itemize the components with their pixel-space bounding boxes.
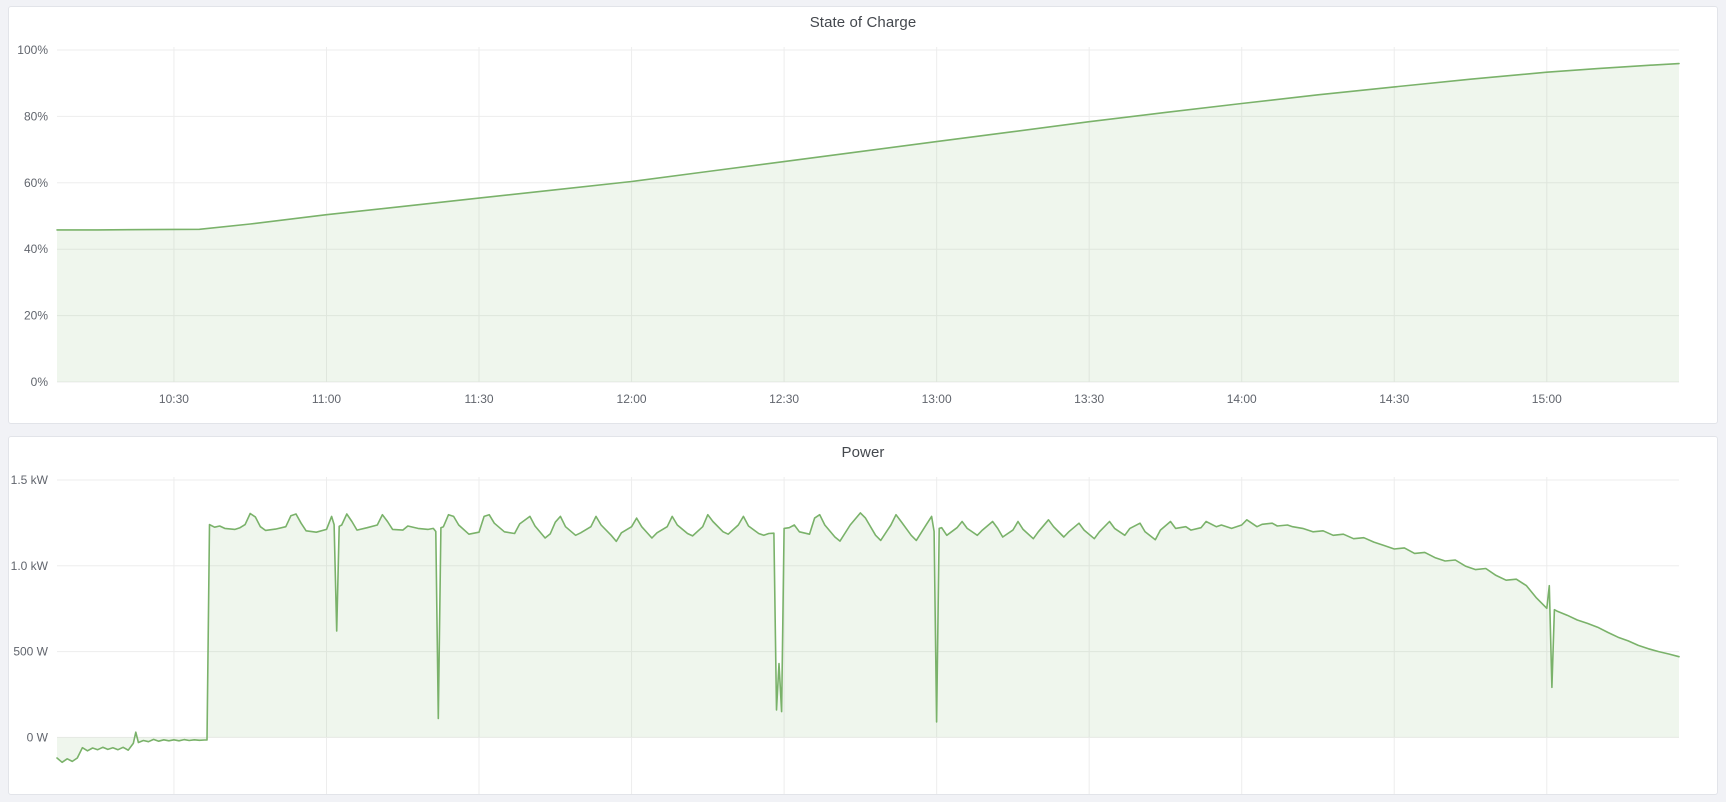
svg-text:500 W: 500 W: [13, 645, 48, 659]
gridlines: [57, 477, 1679, 794]
svg-text:0%: 0%: [31, 375, 49, 389]
svg-text:12:00: 12:00: [617, 392, 647, 406]
panel-header[interactable]: Power: [9, 437, 1717, 467]
svg-text:100%: 100%: [17, 43, 48, 57]
svg-text:60%: 60%: [24, 176, 48, 190]
svg-text:10:30: 10:30: [159, 392, 189, 406]
series-area: [57, 512, 1679, 763]
y-axis-labels: 0 W 500 W 1.0 kW 1.5 kW: [11, 473, 49, 744]
svg-text:0 W: 0 W: [27, 730, 49, 744]
series-area: [57, 63, 1679, 382]
svg-text:20%: 20%: [24, 309, 48, 323]
gridlines: [57, 47, 1679, 383]
svg-text:13:00: 13:00: [922, 392, 952, 406]
series-line: [56, 512, 1680, 764]
panel-title: Power: [841, 443, 885, 461]
series-line: [56, 62, 1680, 231]
svg-text:14:00: 14:00: [1227, 392, 1257, 406]
panel-power: Power 0 W 500 W 1.0 kW 1.5 kW: [8, 436, 1718, 795]
power-chart[interactable]: 0 W 500 W 1.0 kW 1.5 kW: [9, 467, 1715, 794]
state-of-charge-chart[interactable]: 0% 20% 40% 60% 80% 100% 10:30 11:00 11:30 12:00 12…: [9, 37, 1715, 423]
panel-state-of-charge: State of Charge 0% 20% 40% 60% 80% 100% 10:30 1…: [8, 6, 1718, 424]
svg-text:1.0 kW: 1.0 kW: [11, 559, 49, 573]
svg-text:12:30: 12:30: [769, 392, 799, 406]
y-axis-labels: 0% 20% 40% 60% 80% 100%: [17, 43, 48, 389]
panel-header[interactable]: State of Charge: [9, 7, 1717, 37]
svg-text:11:30: 11:30: [464, 392, 493, 406]
svg-text:11:00: 11:00: [312, 392, 341, 406]
svg-text:13:30: 13:30: [1074, 392, 1104, 406]
x-axis-labels: 10:30 11:00 11:30 12:00 12:30 13:00 13:30 14:00…: [159, 392, 1562, 406]
svg-text:40%: 40%: [24, 242, 48, 256]
panel-title: State of Charge: [809, 13, 917, 31]
svg-text:1.5 kW: 1.5 kW: [11, 473, 49, 487]
svg-text:15:00: 15:00: [1532, 392, 1562, 406]
svg-text:14:30: 14:30: [1379, 392, 1409, 406]
svg-text:80%: 80%: [24, 109, 48, 123]
